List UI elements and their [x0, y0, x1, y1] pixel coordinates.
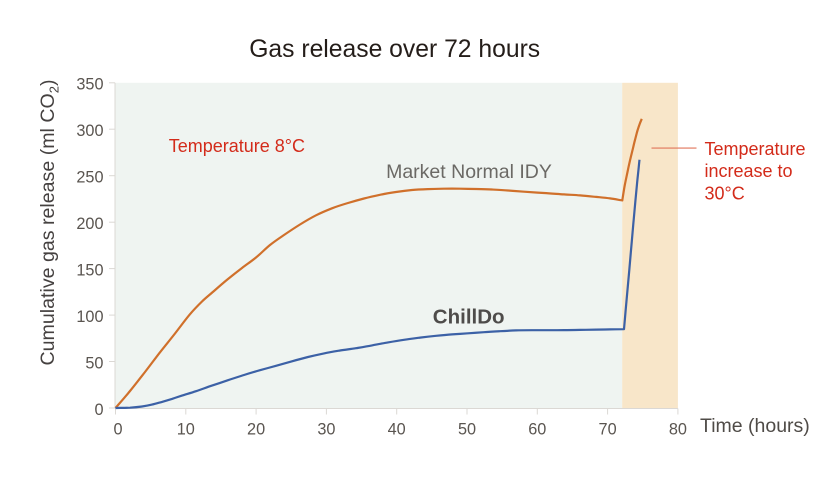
- svg-text:0: 0: [113, 421, 122, 439]
- svg-text:80: 80: [669, 421, 687, 439]
- svg-text:350: 350: [76, 76, 103, 94]
- svg-text:0: 0: [94, 401, 103, 419]
- svg-text:Gas release over 72 hours: Gas release over 72 hours: [249, 36, 540, 63]
- svg-text:40: 40: [388, 421, 406, 439]
- svg-text:Temperature 8°C: Temperature 8°C: [169, 136, 305, 156]
- svg-text:150: 150: [76, 261, 103, 279]
- svg-text:30: 30: [317, 421, 335, 439]
- svg-text:10: 10: [177, 421, 195, 439]
- svg-text:70: 70: [599, 421, 617, 439]
- svg-text:30°C: 30°C: [705, 184, 745, 204]
- svg-text:Temperature: Temperature: [705, 139, 806, 159]
- svg-text:increase to: increase to: [705, 161, 793, 181]
- svg-text:ChillDo: ChillDo: [433, 305, 505, 328]
- svg-text:300: 300: [76, 122, 103, 140]
- svg-text:20: 20: [247, 421, 265, 439]
- svg-text:Time (hours): Time (hours): [700, 415, 810, 437]
- svg-text:50: 50: [458, 421, 476, 439]
- svg-text:Market Normal IDY: Market Normal IDY: [386, 161, 552, 183]
- svg-text:Cumulative gas release (ml CO2: Cumulative gas release (ml CO2): [37, 80, 62, 366]
- svg-text:50: 50: [85, 354, 103, 372]
- svg-text:100: 100: [76, 308, 103, 326]
- svg-text:60: 60: [528, 421, 546, 439]
- svg-text:250: 250: [76, 169, 103, 187]
- svg-text:200: 200: [76, 215, 103, 233]
